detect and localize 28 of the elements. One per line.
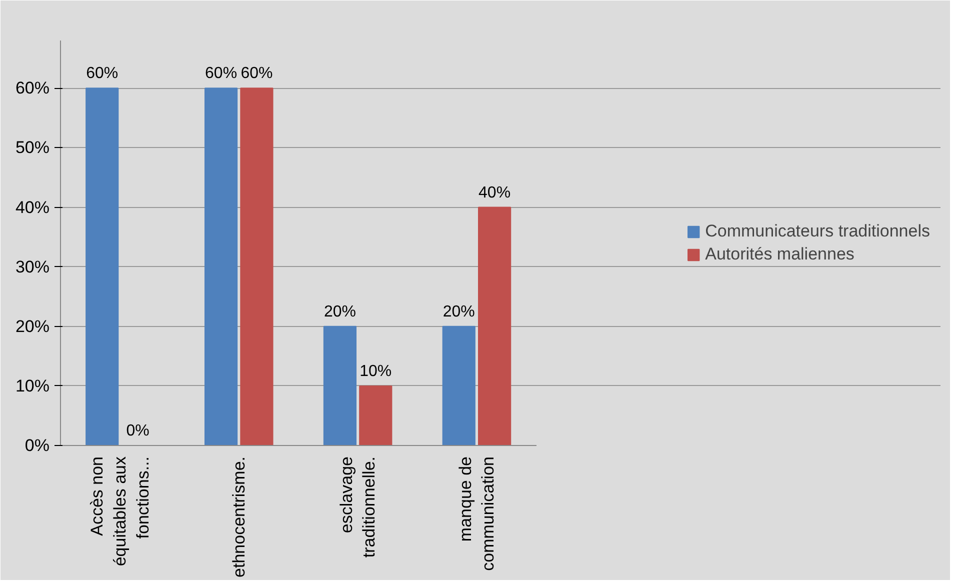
y-tick-label: 60% <box>15 78 50 98</box>
x-tick-label: Accès non équitables aux fonctions... <box>88 456 152 566</box>
data-label: 40% <box>478 184 511 202</box>
x-tick-label: esclavage traditionnelle. <box>336 456 379 558</box>
y-tick-label: 30% <box>15 257 50 276</box>
bar <box>359 385 392 446</box>
bar <box>323 326 357 446</box>
bar <box>442 326 476 446</box>
y-tick-label: 20% <box>15 316 50 336</box>
data-label: 60% <box>86 65 118 82</box>
data-label: 20% <box>442 303 475 320</box>
y-tick-label: 40% <box>15 198 50 217</box>
data-label: 60% <box>205 65 238 82</box>
y-tick-label: 50% <box>15 138 50 158</box>
bar <box>240 88 274 446</box>
bar <box>86 88 119 446</box>
data-label: 20% <box>324 303 356 320</box>
legend-label: Communicateurs traditionnels <box>705 221 930 241</box>
data-label: 0% <box>126 422 150 440</box>
bar <box>204 88 238 446</box>
bar <box>478 206 512 446</box>
x-tick-label: manque de communication <box>456 456 498 571</box>
data-label: 10% <box>360 362 392 380</box>
legend-label: Autorités maliennes <box>705 244 854 264</box>
x-tick-label: ethnocentrisme. <box>229 456 248 578</box>
data-label: 60% <box>240 65 273 82</box>
y-tick-label: 0% <box>24 436 50 455</box>
y-tick-label: 10% <box>15 376 50 396</box>
